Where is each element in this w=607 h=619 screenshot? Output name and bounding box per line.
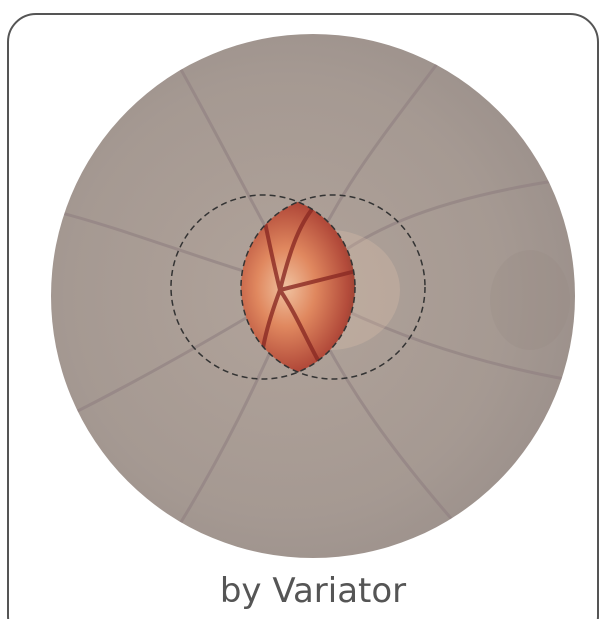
page: by Variator (() => { const data = JSON.p… (0, 0, 607, 619)
fundus-image (50, 34, 575, 558)
figure: by Variator (0, 0, 607, 619)
caption: by Variator (220, 571, 406, 611)
